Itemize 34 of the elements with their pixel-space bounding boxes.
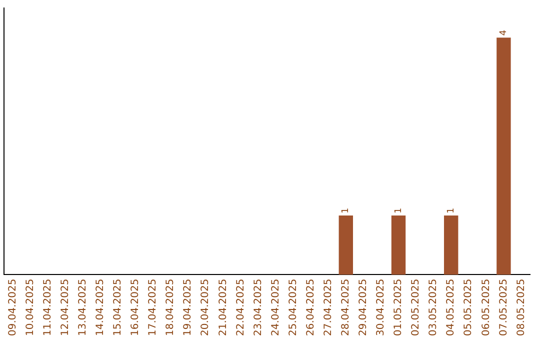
x-tick-label: 19.04.2025 bbox=[182, 278, 194, 336]
x-tick-label: 01.05.2025 bbox=[393, 278, 404, 336]
x-tick-label: 03.05.2025 bbox=[428, 278, 440, 336]
x-tick-label: 09.04.2025 bbox=[7, 278, 18, 336]
x-tick-label: 16.04.2025 bbox=[130, 278, 142, 336]
x-tick-label: 05.05.2025 bbox=[463, 278, 474, 336]
x-tick-label: 20.04.2025 bbox=[200, 278, 212, 336]
x-tick-label: 22.04.2025 bbox=[235, 278, 246, 336]
x-tick-label: 18.04.2025 bbox=[165, 278, 176, 336]
data-label: 4 bbox=[499, 30, 510, 36]
x-tick-label: 27.04.2025 bbox=[322, 278, 334, 336]
x-tick-label: 12.04.2025 bbox=[60, 278, 71, 336]
x-tick-label: 23.04.2025 bbox=[252, 278, 264, 336]
data-label: 1 bbox=[446, 208, 456, 214]
x-tick-label: 25.04.2025 bbox=[288, 278, 299, 336]
x-tick-label: 10.04.2025 bbox=[24, 278, 36, 336]
x-tick-label: 02.05.2025 bbox=[410, 278, 422, 336]
x-tick-label: 11.04.2025 bbox=[42, 278, 54, 336]
x-tick-label: 08.05.2025 bbox=[516, 278, 527, 336]
data-label: 1 bbox=[394, 208, 404, 214]
x-tick-label: 17.04.2025 bbox=[148, 278, 159, 336]
x-tick-label: 28.04.2025 bbox=[340, 278, 352, 336]
x-tick-label: 06.05.2025 bbox=[480, 278, 492, 336]
data-label: 1 bbox=[341, 208, 352, 214]
x-tick-label: 29.04.2025 bbox=[358, 278, 370, 336]
x-tick-label: 13.04.2025 bbox=[77, 278, 88, 336]
x-tick-label: 21.04.2025 bbox=[218, 278, 229, 336]
x-tick-label: 04.05.2025 bbox=[446, 278, 457, 336]
x-tick-label: 24.04.2025 bbox=[270, 278, 282, 336]
x-tick-label: 07.05.2025 bbox=[498, 278, 510, 336]
x-tick-label: 26.04.2025 bbox=[305, 278, 316, 336]
x-tick-label: 30.04.2025 bbox=[376, 278, 387, 336]
x-tick-label: 14.04.2025 bbox=[95, 278, 106, 336]
x-tick-label: 15.04.2025 bbox=[112, 278, 124, 336]
